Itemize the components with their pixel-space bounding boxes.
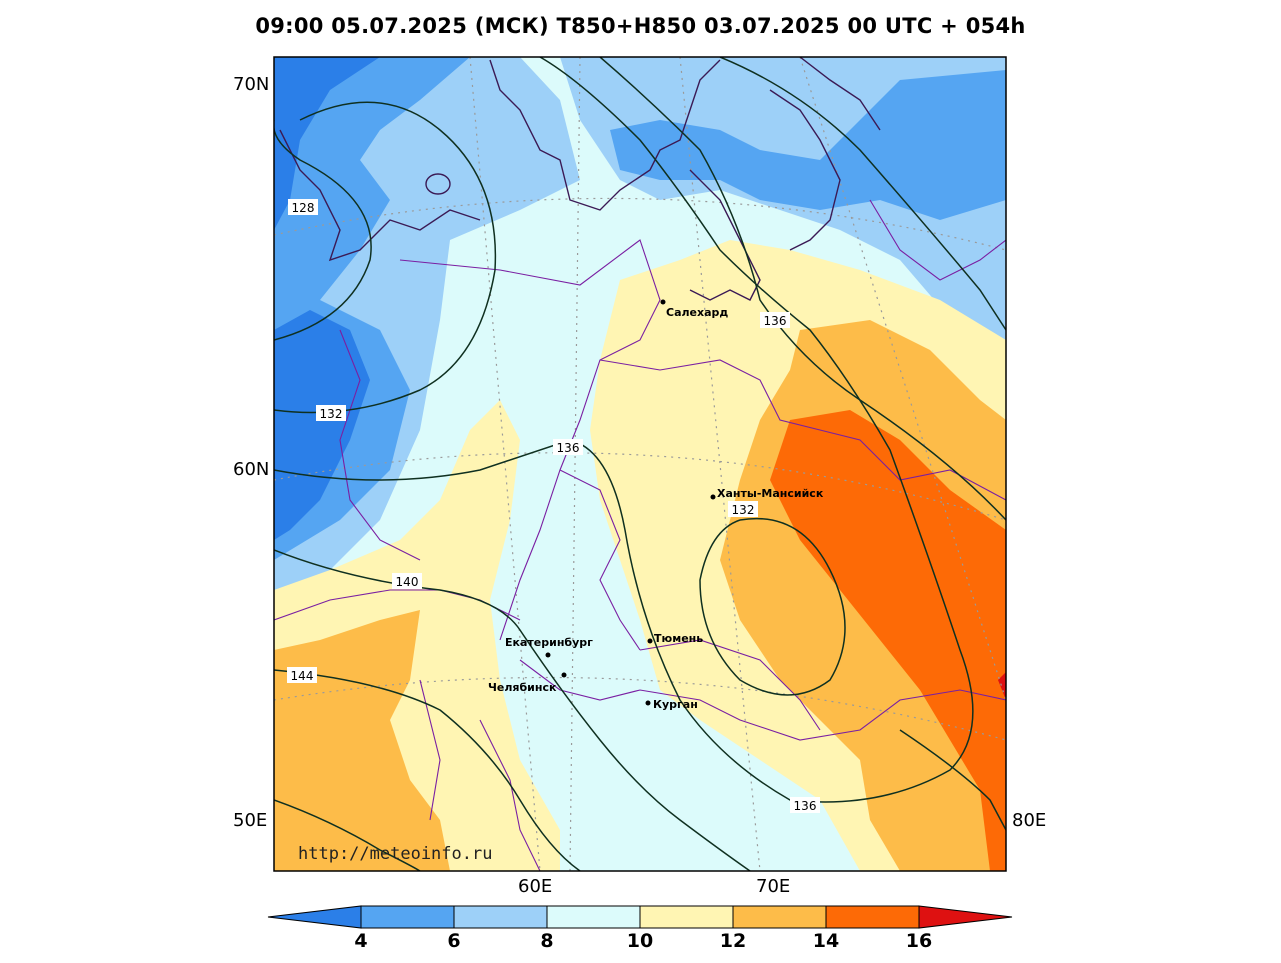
colorbar-tick-8: 8 [540,930,554,952]
colorbar-tick-4: 4 [354,930,368,952]
lon-label-50e: 50E [233,810,268,831]
contour-label-136-north: 136 [764,314,787,328]
contour-labels: 128 132 136 136 140 144 132 136 [287,199,820,813]
temp-zone-dark-blue-nw [274,57,380,230]
admin-borders [274,199,1006,871]
watermark-url: http://meteoinfo.ru [298,844,493,864]
contour-label-144: 144 [291,669,314,683]
colorbar-tick-12: 12 [719,930,747,952]
temp-zone-dark-blue-w [274,310,370,540]
lon-label-80e: 80E [1012,810,1047,831]
city-markers: Салехард Ханты-Мансийск Екатеринбург Тюм… [488,299,824,711]
city-salekhard: Салехард [666,306,728,319]
colorbar [267,905,1013,929]
colorbar-arrow-low [267,905,362,929]
colorbar-bin-14-16 [825,905,920,929]
contour-label-136-south: 136 [794,799,817,813]
colorbar-bin-6-8 [453,905,548,929]
temp-zone-blue-north [610,70,1006,220]
lon-label-70e: 70E [756,876,791,897]
colorbar-bin-4-6 [360,905,455,929]
contour-label-132: 132 [320,407,343,421]
map-frame [273,56,1007,872]
colorbar-bin-12-14 [732,905,827,929]
colorbar-tick-16: 16 [905,930,933,952]
lat-label-70n: 70N [233,74,270,95]
city-chelyabinsk: Челябинск [488,681,557,694]
colorbar-arrow-high [918,905,1013,929]
contour-label-128: 128 [292,201,315,215]
colorbar-tick-14: 14 [812,930,840,952]
contour-label-136-center: 136 [557,441,580,455]
city-ekaterinburg: Екатеринбург [505,636,593,649]
temp-zone-red-spot [998,672,1006,700]
city-khanty-mansiysk: Ханты-Мансийск [717,487,824,500]
colorbar-bin-8-10 [546,905,641,929]
colorbar-tick-10: 10 [626,930,654,952]
temp-zone-hot-east [770,410,1006,871]
coastline [279,57,881,301]
lon-label-60e: 60E [518,876,553,897]
graticule [274,57,1006,871]
lat-label-60n: 60N [233,459,270,480]
city-kurgan: Курган [653,698,698,711]
map-title: 09:00 05.07.2025 (МСК) T850+H850 03.07.2… [255,14,1026,38]
colorbar-tick-6: 6 [447,930,461,952]
contour-label-132-east: 132 [732,503,755,517]
city-tyumen: Тюмень [654,632,703,645]
contour-label-140: 140 [396,575,419,589]
colorbar-bin-10-12 [639,905,734,929]
